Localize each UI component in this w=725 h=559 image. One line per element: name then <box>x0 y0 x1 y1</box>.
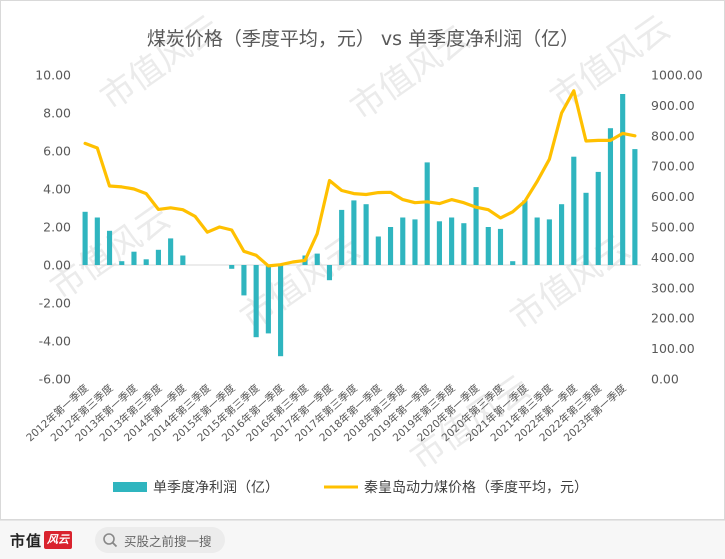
bar <box>314 253 320 265</box>
left-tick-label: 6.00 <box>43 144 71 159</box>
footer-bar: 市值 风云 买股之前搜一搜 <box>0 520 725 559</box>
bar <box>339 209 345 265</box>
bar <box>424 162 430 265</box>
left-tick-label: 10.00 <box>35 68 71 83</box>
search-icon <box>103 533 118 548</box>
bar <box>485 227 491 265</box>
bar <box>387 227 394 265</box>
left-tick-label: -4.00 <box>39 334 71 349</box>
bar <box>241 265 247 296</box>
watermark-text: 市值风云 <box>93 8 227 119</box>
left-axis: -6.00 -4.00 -2.00 0.00 2.00 4.00 6.00 8.00 10.00 <box>35 68 71 387</box>
brand-name: 市值 <box>10 531 43 550</box>
bar <box>595 171 601 265</box>
bar <box>449 217 455 265</box>
right-tick-label: 1000.00 <box>651 68 703 83</box>
right-tick-label: 800.00 <box>651 128 695 143</box>
right-tick-label: 600.00 <box>651 189 695 204</box>
right-tick-label: 0.00 <box>651 372 679 387</box>
left-tick-label: 8.00 <box>43 106 71 121</box>
bar <box>497 228 504 265</box>
bar <box>94 217 100 265</box>
brand-logo[interactable]: 市值 风云 <box>10 529 73 551</box>
bar <box>461 223 467 265</box>
right-tick-label: 400.00 <box>651 250 695 265</box>
bar <box>620 94 626 265</box>
search-placeholder: 买股之前搜一搜 <box>124 533 212 549</box>
right-tick-label: 900.00 <box>651 98 695 113</box>
right-tick-label: 100.00 <box>651 341 695 356</box>
bar <box>559 204 565 265</box>
bar <box>632 149 638 265</box>
left-tick-label: -6.00 <box>39 372 71 387</box>
right-tick-label: 200.00 <box>651 311 695 326</box>
legend-line-label: 秦皇岛动力煤价格（季度平均，元） <box>364 480 588 496</box>
right-axis: 0.00 100.00 200.00 300.00 400.00 500.00 600.00… <box>651 68 703 387</box>
bar <box>546 219 552 265</box>
legend: 单季度净利润（亿） 秦皇岛动力煤价格（季度平均，元） <box>113 480 588 496</box>
bar <box>510 261 516 265</box>
bar <box>131 251 137 265</box>
bar <box>253 265 259 338</box>
bar <box>106 230 113 265</box>
bar <box>473 187 479 265</box>
chart-card: 市值风云 市值风云 市值风云 市值风云 市值风云 市值风云 市值风云 煤炭价格（季度平均，元… <box>0 0 725 520</box>
bar <box>180 255 186 265</box>
chart-title: 煤炭价格（季度平均，元） vs 单季度净利润（亿） <box>147 28 579 50</box>
left-tick-label: 2.00 <box>43 220 71 235</box>
left-tick-label: 4.00 <box>43 182 71 197</box>
bar <box>571 156 577 265</box>
bar <box>375 236 381 265</box>
bar <box>412 219 418 265</box>
bar <box>326 265 333 281</box>
bar <box>119 261 125 265</box>
legend-bar-swatch <box>113 482 147 492</box>
bar <box>229 265 235 269</box>
bar <box>168 238 174 265</box>
right-tick-label: 700.00 <box>651 159 695 174</box>
bar <box>155 249 161 265</box>
brand-logo-mark: 风云 <box>44 531 73 549</box>
bar <box>534 217 540 265</box>
search-box[interactable]: 买股之前搜一搜 <box>95 527 225 553</box>
watermark-text: 市值风云 <box>233 228 367 339</box>
bar <box>436 221 442 265</box>
bar <box>607 128 614 265</box>
line-series <box>83 89 637 268</box>
x-axis: 2012年第一季度2012年第三季度2013年第一季度2013年第三季度2014… <box>24 381 630 444</box>
bar-series <box>79 94 641 357</box>
bar <box>265 265 271 334</box>
left-tick-label: -2.00 <box>39 296 71 311</box>
right-tick-label: 300.00 <box>651 280 695 295</box>
bar <box>583 192 589 265</box>
left-tick-label: 0.00 <box>43 258 71 273</box>
right-tick-label: 500.00 <box>651 220 695 235</box>
bar <box>143 259 149 265</box>
bar <box>400 217 406 265</box>
bar <box>82 211 88 265</box>
price-line <box>83 89 637 268</box>
bar <box>278 265 284 357</box>
bar <box>351 200 357 265</box>
bar <box>522 200 528 265</box>
legend-bar-label: 单季度净利润（亿） <box>153 480 279 496</box>
bar <box>363 204 369 265</box>
